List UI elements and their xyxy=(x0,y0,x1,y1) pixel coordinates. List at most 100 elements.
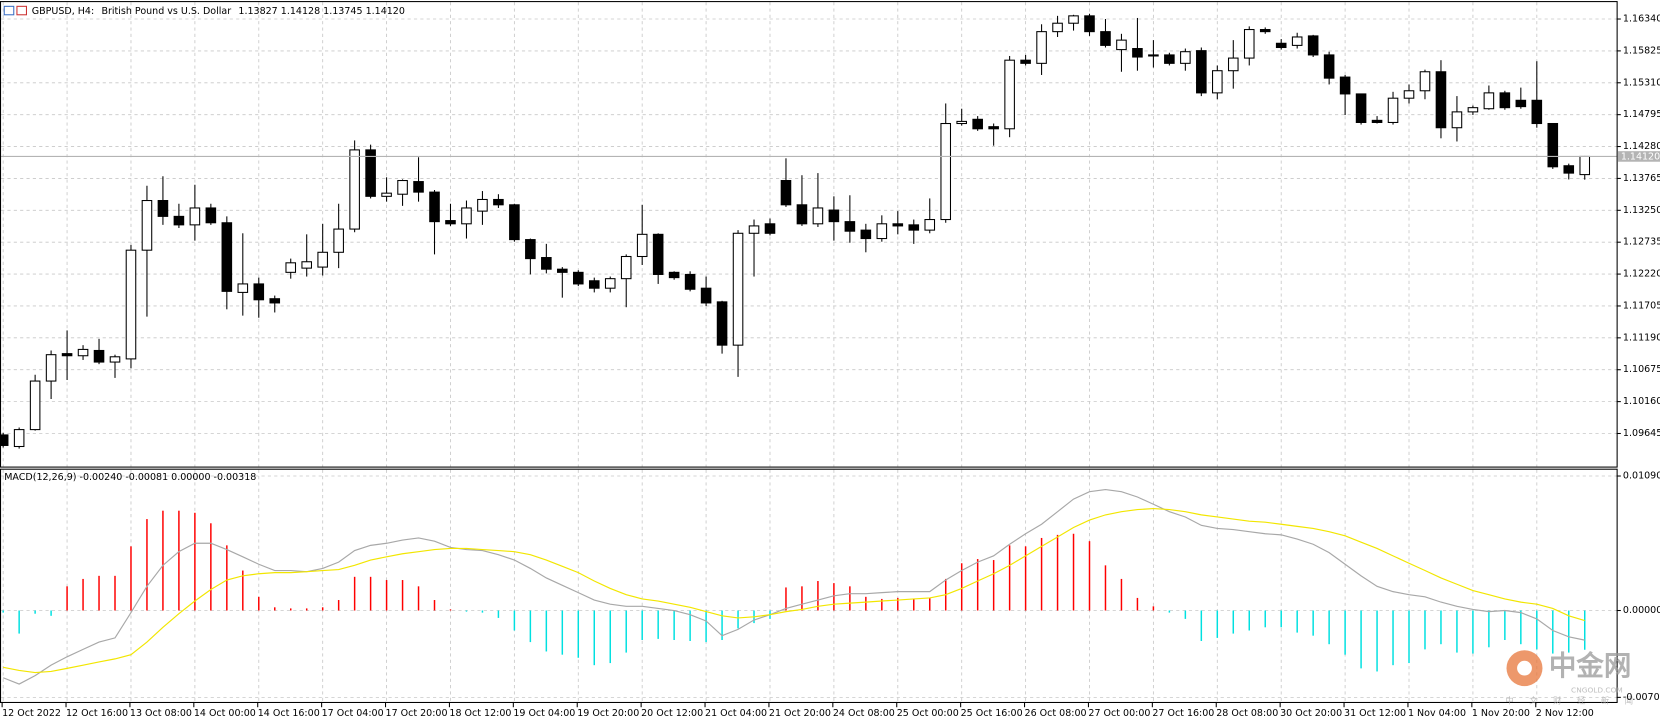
candle-body xyxy=(1547,122,1559,168)
candle-body xyxy=(1515,99,1527,108)
y-tick-label: 0.01090 xyxy=(1623,471,1660,482)
buffer-value: 0.00000 xyxy=(171,472,210,483)
candle-body xyxy=(493,198,504,206)
candle-body xyxy=(1227,57,1239,72)
x-tick-label: 14 Oct 16:00 xyxy=(258,708,320,719)
candle-body xyxy=(1451,111,1463,129)
grids xyxy=(1,2,1617,702)
x-tick-label: 30 Oct 20:00 xyxy=(1280,708,1342,719)
candle-body xyxy=(109,356,121,363)
candle-body xyxy=(668,271,680,279)
candle-body xyxy=(956,120,967,125)
main-panel-frame xyxy=(0,1,1618,468)
candle-body xyxy=(461,207,472,225)
x-tick-label: 1 Nov 20:00 xyxy=(1472,708,1530,719)
candle-body xyxy=(397,180,408,195)
watermark-logo xyxy=(1517,660,1532,676)
candle-body xyxy=(732,232,744,346)
description: British Pound vs U.S. Dollar xyxy=(101,6,231,17)
x-tick-label: 31 Oct 12:00 xyxy=(1344,708,1406,719)
y-tick-label: 1.15825 xyxy=(1623,45,1660,56)
candle-body xyxy=(61,353,73,357)
x-tick-label: 12 Oct 2022 xyxy=(2,708,61,719)
last-price-box xyxy=(1617,151,1660,162)
candle-body xyxy=(173,215,185,226)
candle-body xyxy=(221,222,233,292)
candle-body xyxy=(1052,22,1063,33)
candle-body xyxy=(924,219,936,231)
y-tick-label: 1.13765 xyxy=(1623,173,1660,184)
candle-body xyxy=(1132,48,1143,58)
macd-title: MACD(12,26,9) xyxy=(4,472,76,483)
candle-body xyxy=(1339,76,1351,95)
candle-body xyxy=(525,239,536,260)
candle-body xyxy=(1483,92,1495,110)
candle-body xyxy=(780,180,792,206)
candle-body xyxy=(1212,70,1223,94)
header: GBPUSD, H4: British Pound vs U.S. Dollar… xyxy=(3,5,405,483)
candle-body xyxy=(1196,50,1207,94)
watermark: 中金网 CNGOLD.COM 中 文 财 经 新 闻 xyxy=(1505,650,1639,705)
y-tick-label: 0.00000 xyxy=(1623,605,1660,616)
header-text: GBPUSD, H4: British Pound vs U.S. Dollar… xyxy=(32,6,405,17)
candle-body xyxy=(1243,29,1255,59)
candle-body xyxy=(796,204,808,225)
last-price-label: 1.14120 xyxy=(1621,151,1660,162)
candle-body xyxy=(1307,35,1319,56)
candle-body xyxy=(125,249,137,360)
candle-body xyxy=(1180,51,1191,64)
chart-icon xyxy=(3,5,15,16)
candle-body xyxy=(764,223,776,234)
candle-body xyxy=(988,126,999,130)
candle-body xyxy=(1084,15,1095,33)
x-tick-label: 21 Oct 20:00 xyxy=(769,708,831,719)
y-tick-label: 1.15310 xyxy=(1623,77,1660,88)
candle-body xyxy=(636,233,648,258)
y-tick-label: 1.13250 xyxy=(1623,205,1660,216)
candle-body xyxy=(604,278,616,289)
candle-body xyxy=(652,233,664,275)
x-tick-label: 19 Oct 20:00 xyxy=(577,708,639,719)
candle-body xyxy=(365,149,376,197)
marks xyxy=(0,13,1617,685)
watermark-tagline: 中 文 财 经 新 闻 xyxy=(1505,695,1639,705)
x-tick-label: 25 Oct 00:00 xyxy=(897,708,959,719)
candle-body xyxy=(0,434,9,446)
candle-body xyxy=(253,283,265,301)
candle-body xyxy=(844,221,856,232)
signal-line xyxy=(3,508,1585,674)
candle-body xyxy=(349,149,360,230)
candle-body xyxy=(77,348,89,357)
chart-icon xyxy=(16,5,27,16)
x-tick-label: 14 Oct 00:00 xyxy=(194,708,256,719)
candle-body xyxy=(1419,71,1431,92)
candle-body xyxy=(45,354,57,382)
candle-body xyxy=(684,273,696,290)
candle-body xyxy=(1068,15,1079,24)
candle-body xyxy=(413,181,424,193)
candle-body xyxy=(1467,107,1479,113)
x-tick-label: 27 Oct 00:00 xyxy=(1088,708,1150,719)
candle-body xyxy=(1371,119,1383,123)
candle-body xyxy=(141,200,153,251)
candle-body xyxy=(157,200,169,217)
candle-body xyxy=(876,223,888,240)
y-tick-label: 1.12220 xyxy=(1623,269,1660,280)
candle-body xyxy=(1435,71,1447,129)
candle-body xyxy=(93,349,105,363)
watermark-name: 中金网 xyxy=(1549,650,1632,682)
candle-body xyxy=(1531,99,1543,125)
candle-body xyxy=(940,122,952,221)
candle-body xyxy=(572,271,584,285)
candle-body xyxy=(205,207,217,224)
y-tick-label: 1.10675 xyxy=(1623,364,1660,375)
candle-body xyxy=(1499,92,1511,109)
symbol: GBPUSD, H4: xyxy=(32,6,94,17)
candle-body xyxy=(1579,155,1591,176)
y-tick-label: 1.09645 xyxy=(1623,428,1660,439)
candle-body xyxy=(908,224,920,231)
x-tick-label: 17 Oct 04:00 xyxy=(322,708,384,719)
candle-body xyxy=(1563,165,1575,174)
